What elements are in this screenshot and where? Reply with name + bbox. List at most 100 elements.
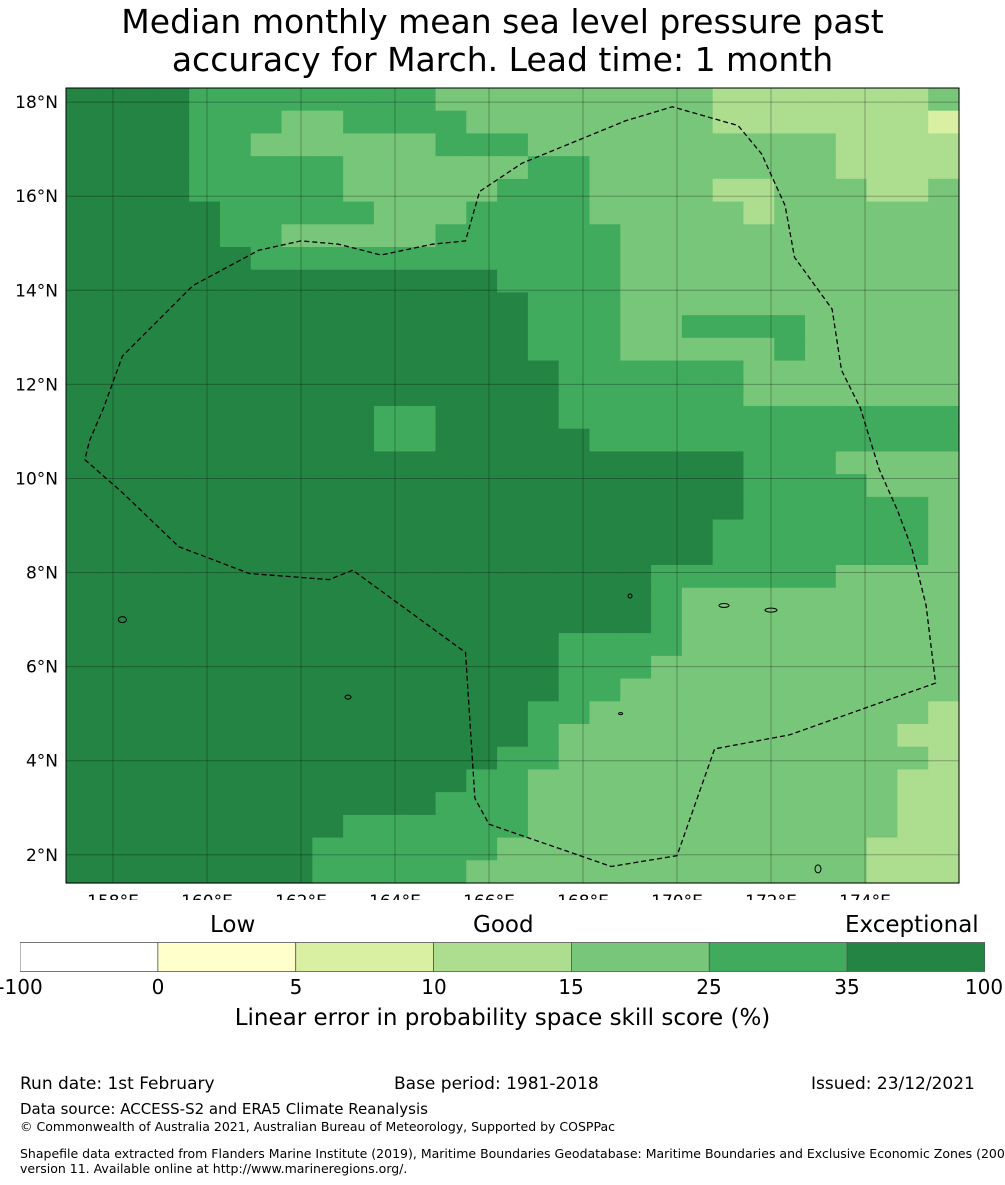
skill-cell	[774, 655, 806, 680]
skill-cell	[805, 496, 837, 521]
skill-cell	[866, 451, 899, 475]
skill-cell	[189, 724, 221, 748]
skill-cell	[897, 133, 929, 157]
skill-cell	[558, 814, 591, 839]
skill-cell	[466, 110, 498, 135]
skill-cell	[743, 769, 775, 793]
skill-cell	[435, 406, 467, 430]
skill-cell	[897, 860, 929, 884]
skill-cell	[158, 88, 190, 112]
skill-cell	[835, 678, 868, 702]
skill-cell	[712, 633, 745, 657]
skill-cell	[373, 88, 406, 112]
skill-cell	[774, 542, 806, 566]
skill-cell	[589, 769, 621, 793]
skill-cell	[589, 315, 621, 339]
skill-cell	[127, 519, 159, 543]
skill-cell	[435, 337, 467, 362]
skill-cell	[281, 724, 313, 748]
skill-cell	[281, 792, 313, 816]
skill-cell	[404, 769, 437, 793]
skill-cell	[589, 178, 621, 203]
skill-cell	[435, 519, 467, 543]
skill-cell	[681, 814, 714, 839]
skill-cell	[866, 292, 899, 316]
skill-cell	[373, 496, 406, 521]
skill-cell	[774, 769, 806, 793]
skill-cell	[373, 860, 406, 884]
skill-cell	[497, 542, 529, 566]
skill-cell	[681, 292, 714, 316]
skill-cell	[712, 156, 745, 180]
skill-cell	[312, 724, 344, 748]
skill-cell	[805, 792, 837, 816]
skill-cell	[866, 337, 899, 362]
skill-cell	[158, 110, 190, 135]
longitude-tick-label: 162°E	[275, 892, 327, 900]
skill-cell	[96, 292, 129, 316]
skill-cell	[66, 837, 98, 861]
skill-cell	[497, 292, 529, 316]
skill-cell	[589, 428, 621, 453]
skill-cell	[96, 224, 129, 248]
skill-cell	[527, 814, 560, 839]
skill-cell	[189, 633, 221, 657]
skill-cell	[835, 542, 868, 566]
skill-cell	[774, 383, 806, 407]
skill-cell	[127, 133, 159, 157]
colorbar-tick: 10	[421, 975, 447, 999]
skill-cell	[219, 860, 252, 884]
skill-cell	[312, 315, 344, 339]
skill-cell	[373, 292, 406, 316]
skill-grid	[66, 88, 960, 884]
skill-cell	[558, 724, 591, 748]
skill-cell	[250, 178, 283, 203]
skill-cell	[373, 406, 406, 430]
skill-cell	[589, 496, 621, 521]
skill-cell	[497, 724, 529, 748]
skill-cell	[96, 610, 129, 634]
skill-cell	[219, 678, 252, 702]
skill-cell	[589, 451, 621, 475]
skill-cell	[558, 519, 591, 543]
skill-cell	[189, 88, 221, 112]
skill-cell	[835, 837, 868, 861]
skill-cell	[928, 678, 960, 702]
skill-cell	[897, 474, 929, 498]
skill-cell	[743, 451, 775, 475]
skill-cell	[343, 474, 375, 498]
skill-cell	[866, 746, 899, 771]
skill-cell	[589, 337, 621, 362]
skill-cell	[127, 814, 159, 839]
skill-cell	[219, 496, 252, 521]
colorbar-category-good: Good	[473, 912, 534, 938]
skill-cell	[66, 746, 98, 771]
skill-cell	[835, 156, 868, 180]
skill-cell	[127, 156, 159, 180]
skill-cell	[250, 247, 283, 271]
skill-cell	[620, 269, 652, 294]
skill-cell	[681, 655, 714, 680]
skill-cell	[250, 292, 283, 316]
skill-cell	[343, 860, 375, 884]
skill-cell	[866, 315, 899, 339]
skill-cell	[743, 110, 775, 135]
skill-cell	[620, 792, 652, 816]
skill-cell	[774, 247, 806, 271]
skill-cell	[681, 88, 714, 112]
skill-cell	[527, 315, 560, 339]
skill-cell	[312, 428, 344, 453]
skill-cell	[127, 678, 159, 702]
skill-cell	[620, 224, 652, 248]
skill-cell	[219, 88, 252, 112]
skill-cell	[189, 678, 221, 702]
skill-cell	[805, 724, 837, 748]
skill-cell	[743, 860, 775, 884]
skill-cell	[404, 496, 437, 521]
skill-cell	[312, 178, 344, 203]
skill-cell	[404, 292, 437, 316]
skill-cell	[343, 201, 375, 225]
skill-cell	[250, 269, 283, 294]
skill-cell	[651, 110, 683, 135]
skill-cell	[281, 383, 313, 407]
